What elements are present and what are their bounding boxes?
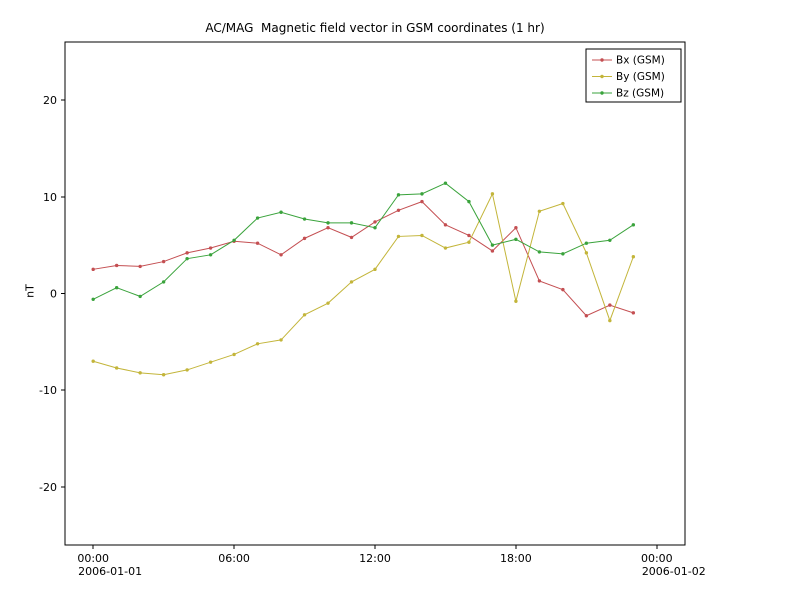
data-point [443, 181, 448, 185]
chart-title: AC/MAG Magnetic field vector in GSM coor… [205, 21, 545, 35]
data-point [279, 253, 283, 257]
y-tick-label: 20 [43, 94, 57, 107]
data-point [608, 238, 612, 242]
data-point [279, 210, 283, 214]
data-point [161, 373, 166, 377]
data-point [373, 226, 377, 230]
data-point [208, 360, 213, 364]
data-point [232, 238, 236, 242]
data-point [537, 279, 542, 283]
series-line-1 [93, 192, 634, 376]
data-point [584, 251, 589, 255]
data-point [138, 371, 142, 375]
data-point [396, 234, 401, 239]
data-point [490, 243, 495, 247]
data-point [91, 359, 95, 363]
data-point [443, 246, 448, 250]
data-point [537, 209, 542, 213]
legend-marker-2 [600, 91, 604, 95]
data-point [631, 311, 636, 315]
data-point [326, 221, 330, 225]
data-point [349, 221, 354, 225]
data-point [91, 297, 95, 302]
data-point [420, 199, 424, 204]
data-point [349, 280, 354, 284]
x-tick-label: 06:00 [218, 552, 250, 565]
legend-label-1: By (GSM) [616, 71, 665, 83]
data-point [326, 301, 330, 305]
data-point [114, 285, 119, 290]
data-point [114, 366, 119, 370]
data-point [255, 241, 260, 245]
data-point [161, 259, 166, 264]
data-point [631, 223, 636, 227]
data-point [326, 226, 330, 230]
data-point [373, 220, 377, 224]
data-point [467, 199, 471, 204]
data-point [584, 314, 589, 318]
data-point [561, 287, 565, 292]
legend-label-2: Bz (GSM) [616, 88, 664, 100]
data-point [208, 246, 213, 250]
data-point [232, 352, 236, 357]
series-line-0 [93, 201, 634, 317]
data-point [396, 193, 401, 197]
legend-marker-1 [600, 74, 604, 79]
y-tick-label: -20 [39, 481, 57, 494]
data-point [420, 233, 424, 238]
data-point [349, 235, 354, 240]
y-tick-label: 10 [43, 191, 57, 204]
x-date-label: 2006-01-02 [642, 565, 706, 578]
data-point [443, 223, 448, 227]
data-point [467, 233, 471, 238]
data-point [255, 342, 260, 346]
data-point [208, 253, 213, 257]
data-point [161, 280, 166, 284]
data-point [514, 299, 518, 303]
x-tick-label: 12:00 [359, 552, 391, 565]
data-point [490, 192, 495, 196]
data-point [114, 263, 119, 268]
data-point [302, 313, 307, 317]
data-point [255, 216, 260, 220]
series-markers-0 [91, 199, 636, 318]
x-tick-label: 00:00 [641, 552, 673, 565]
data-point [561, 252, 565, 256]
data-point [631, 255, 636, 259]
data-point [185, 368, 189, 372]
data-point [608, 303, 612, 307]
data-point [467, 240, 471, 244]
legend-marker-0 [600, 58, 604, 62]
data-point [514, 237, 518, 242]
data-point [561, 201, 565, 206]
data-point [302, 236, 307, 241]
data-point [490, 249, 495, 253]
x-tick-label: 00:00 [77, 552, 109, 565]
data-point [608, 318, 612, 323]
x-tick-label: 18:00 [500, 552, 532, 565]
data-point [279, 338, 283, 342]
legend-label-0: Bx (GSM) [616, 55, 665, 67]
data-point [302, 217, 307, 221]
data-point [514, 226, 518, 230]
x-date-label: 2006-01-01 [78, 565, 142, 578]
data-point [185, 256, 189, 261]
data-point [91, 267, 95, 272]
data-point [396, 208, 401, 213]
data-point [185, 251, 189, 255]
data-point [420, 192, 424, 196]
series-line-2 [92, 182, 634, 300]
data-point [138, 294, 142, 299]
y-tick-label: 0 [50, 288, 57, 301]
plot-frame [64, 41, 686, 546]
series-markers-1 [91, 192, 636, 377]
y-tick-label: -10 [39, 384, 57, 397]
data-point [373, 267, 377, 272]
data-point [138, 264, 142, 269]
data-point [537, 250, 542, 254]
data-point [584, 241, 589, 245]
series-markers-2 [91, 181, 636, 302]
